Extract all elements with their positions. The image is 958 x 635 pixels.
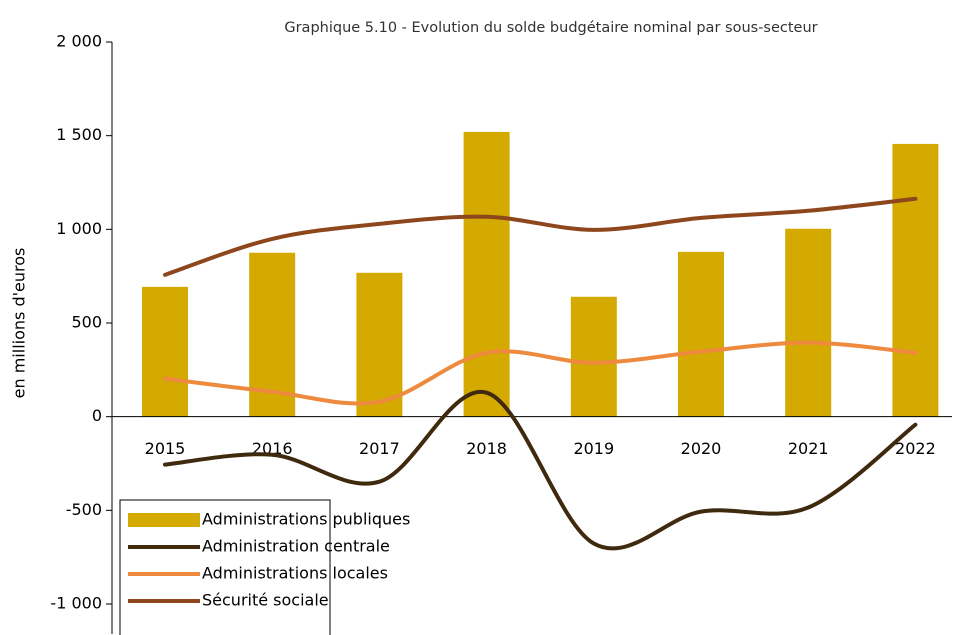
y-tick-label: -500: [66, 500, 102, 519]
y-tick-label: -1 000: [50, 594, 102, 613]
y-tick-label: 1 000: [56, 219, 102, 238]
y-tick-label: 2 000: [56, 32, 102, 51]
y-tick-label: 500: [71, 313, 102, 332]
x-tick-label: 2022: [895, 439, 936, 458]
x-tick-label: 2019: [573, 439, 614, 458]
legend-label: Administration centrale: [202, 537, 390, 556]
legend-swatch: [128, 513, 200, 527]
y-tick-label: 1 500: [56, 125, 102, 144]
x-tick-label: 2017: [359, 439, 400, 458]
x-tick-label: 2015: [145, 439, 186, 458]
bar: [463, 131, 510, 417]
line-series: [163, 196, 918, 277]
y-tick-label: 0: [92, 406, 102, 425]
legend-label: Administrations locales: [202, 564, 388, 583]
bar: [570, 296, 617, 417]
y-axis-label: en millions d'euros: [10, 248, 29, 399]
x-tick-label: 2021: [788, 439, 829, 458]
bar: [785, 228, 832, 417]
line-series: [163, 389, 918, 551]
legend-label: Administrations publiques: [202, 510, 410, 529]
bar: [892, 143, 939, 417]
chart-title: Graphique 5.10 - Evolution du solde budg…: [284, 20, 817, 36]
legend-label: Sécurité sociale: [202, 591, 329, 610]
x-tick-label: 2018: [466, 439, 507, 458]
bar: [142, 286, 188, 417]
bar: [678, 251, 724, 417]
x-tick-label: 2020: [681, 439, 722, 458]
line-series: [163, 340, 918, 406]
bar: [356, 272, 403, 417]
